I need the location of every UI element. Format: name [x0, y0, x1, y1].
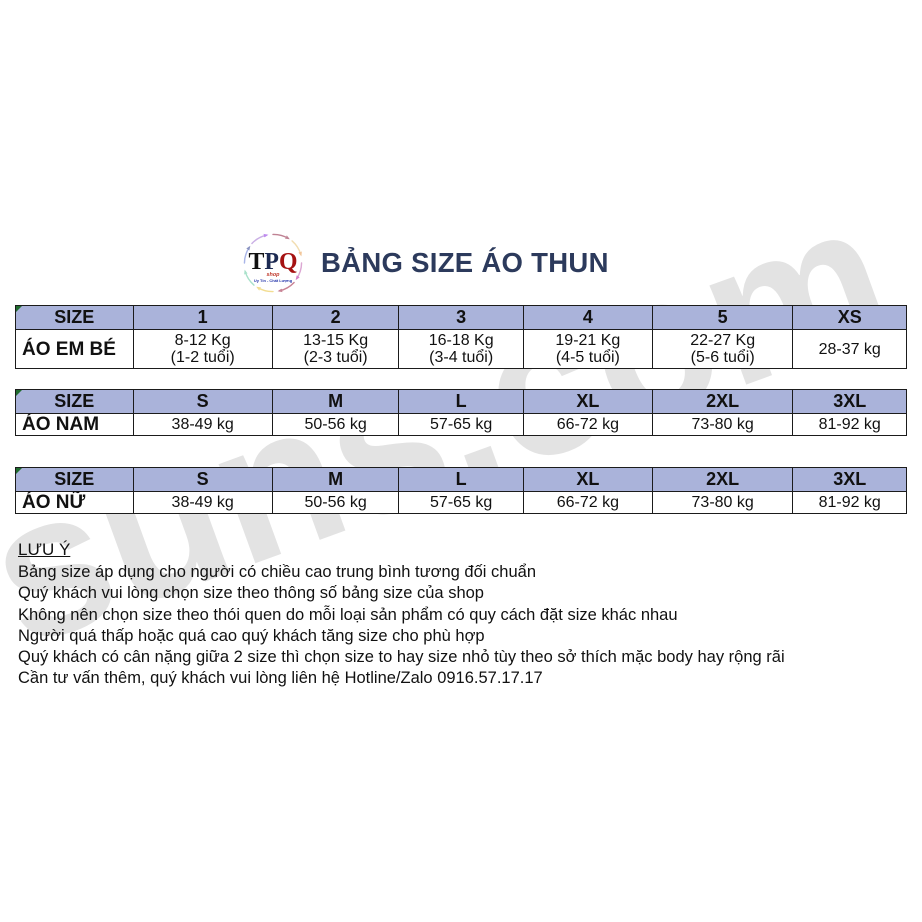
svg-text:shop: shop [267, 272, 281, 278]
svg-text:Uy Tín - Chất Lượng: Uy Tín - Chất Lượng [254, 278, 293, 283]
svg-text:TPQ: TPQ [249, 249, 298, 275]
